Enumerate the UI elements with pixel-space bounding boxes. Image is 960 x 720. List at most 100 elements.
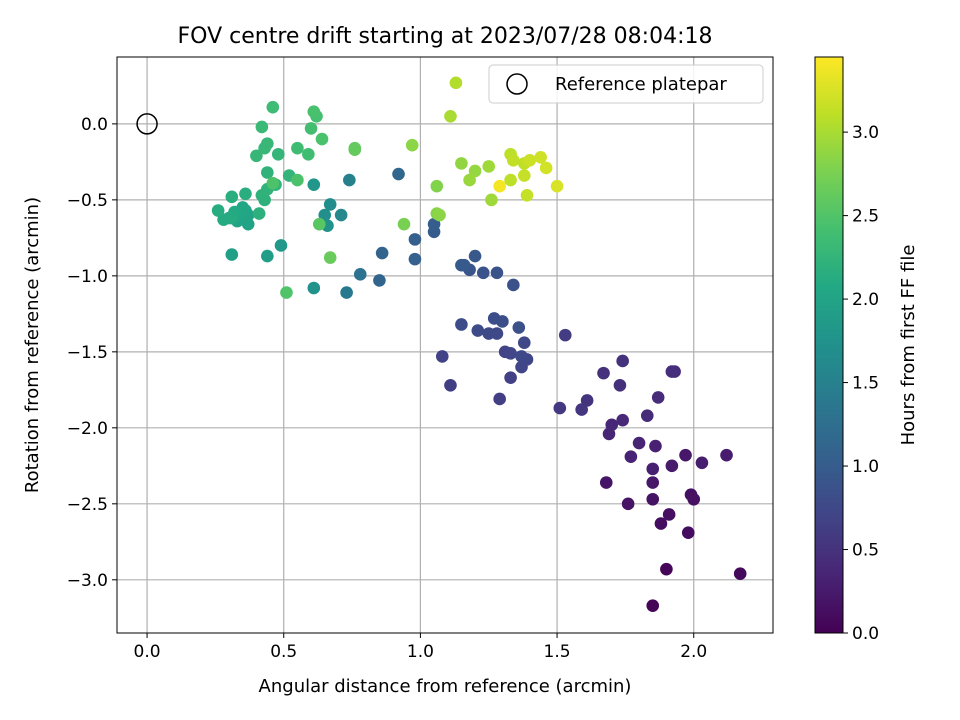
y-tick-label: −0.5 bbox=[67, 191, 108, 211]
scatter-point bbox=[323, 198, 337, 211]
scatter-point bbox=[397, 217, 411, 231]
scatter-point bbox=[307, 105, 321, 119]
scatter-point bbox=[427, 217, 441, 231]
colorbar-tick-label: 2.0 bbox=[852, 290, 879, 310]
scatter-point bbox=[482, 160, 496, 173]
scatter-point bbox=[408, 252, 422, 266]
y-tick-label: −2.5 bbox=[67, 495, 108, 515]
scatter-point bbox=[312, 217, 326, 231]
scatter-point bbox=[304, 122, 318, 135]
scatter-point bbox=[490, 266, 504, 280]
x-tick-label: 0.0 bbox=[134, 642, 161, 662]
scatter-point bbox=[241, 217, 255, 231]
plot-frame bbox=[116, 56, 774, 634]
scatter-point bbox=[534, 151, 547, 164]
scatter-point bbox=[616, 354, 629, 368]
x-axis-ticks: 0.0 0.5 1.0 1.5 2.0 bbox=[134, 633, 707, 662]
scatter-point bbox=[558, 328, 572, 342]
scatter-point bbox=[468, 164, 482, 178]
y-axis-label: Rotation from reference (arcmin) bbox=[22, 197, 43, 493]
scatter-point bbox=[539, 161, 553, 175]
scatter-point bbox=[553, 401, 567, 415]
scatter-point bbox=[485, 193, 498, 207]
scatter-point bbox=[430, 179, 444, 193]
scatter-point bbox=[302, 147, 315, 161]
scatter-point bbox=[375, 246, 389, 260]
x-tick-label: 2.0 bbox=[680, 642, 707, 662]
scatter-point bbox=[523, 154, 537, 167]
scatter-point bbox=[261, 137, 274, 150]
scatter-point bbox=[340, 286, 353, 299]
scatter-point bbox=[266, 100, 280, 114]
scatter-point bbox=[408, 233, 422, 246]
scatter-point bbox=[323, 251, 337, 264]
scatter-point bbox=[665, 459, 679, 473]
scatter-point bbox=[512, 321, 526, 334]
reference-marker bbox=[136, 113, 158, 135]
scatter-point bbox=[435, 350, 449, 363]
scatter-point bbox=[225, 248, 239, 261]
scatter-point bbox=[353, 268, 367, 281]
scatter-point bbox=[687, 492, 701, 506]
legend-entry-reference: Reference platepar bbox=[555, 74, 727, 95]
scatter-point bbox=[392, 167, 405, 181]
scatter-point bbox=[646, 462, 660, 476]
scatter-point bbox=[651, 391, 665, 404]
scatter-point bbox=[334, 208, 348, 222]
scatter-point bbox=[444, 109, 457, 123]
grid-lines bbox=[117, 57, 773, 633]
scatter-point bbox=[575, 403, 588, 416]
scatter-point bbox=[624, 450, 638, 464]
scatter-point bbox=[348, 143, 362, 157]
scatter-point bbox=[444, 378, 457, 392]
scatter-point bbox=[720, 448, 733, 462]
scatter-point bbox=[250, 149, 263, 163]
colorbar-tick-label: 2.5 bbox=[852, 207, 879, 227]
scatter-point bbox=[471, 324, 485, 337]
scatter-point bbox=[239, 187, 252, 201]
reference-platepar-marker bbox=[136, 113, 158, 135]
scatter-point bbox=[662, 508, 676, 521]
scatter-point bbox=[679, 448, 692, 462]
legend-box bbox=[488, 64, 764, 104]
scatter-point bbox=[482, 327, 496, 340]
colorbar-tick-label: 0.0 bbox=[852, 624, 879, 644]
scatter-point bbox=[654, 517, 668, 530]
scatter-point bbox=[632, 436, 646, 450]
colorbar: 0.0 0.5 1.0 1.5 2.0 2.5 3.0 Hours from first F… bbox=[814, 56, 919, 644]
scatter-point bbox=[266, 176, 280, 190]
scatter-point bbox=[605, 418, 619, 432]
scatter-point bbox=[646, 476, 660, 489]
x-tick-label: 1.5 bbox=[544, 642, 571, 662]
scatter-point bbox=[695, 456, 709, 470]
chart-title: FOV centre drift starting at 2023/07/28 … bbox=[178, 24, 713, 49]
scatter-point bbox=[373, 274, 386, 287]
scatter-point bbox=[599, 476, 613, 489]
scatter-point bbox=[261, 166, 274, 179]
colorbar-tick-label: 0.5 bbox=[852, 541, 879, 561]
scatter-point bbox=[646, 599, 660, 612]
scatter-point bbox=[318, 208, 332, 222]
scatter-point bbox=[291, 141, 304, 155]
scatter-point bbox=[211, 204, 225, 217]
x-tick-label: 0.5 bbox=[270, 642, 297, 662]
scatter-point bbox=[504, 347, 517, 360]
colorbar-tick-label: 3.0 bbox=[852, 123, 879, 143]
scatter-point bbox=[455, 318, 468, 331]
legend-hollow-circle-icon bbox=[506, 73, 528, 95]
scatter-point bbox=[261, 249, 274, 263]
scatter-point bbox=[315, 132, 329, 146]
colorbar-tick-label: 1.0 bbox=[852, 457, 879, 477]
y-tick-label: −1.0 bbox=[67, 267, 108, 287]
scatter-point bbox=[507, 154, 520, 167]
x-axis-label: Angular distance from reference (arcmin) bbox=[259, 676, 632, 697]
scatter-point bbox=[640, 409, 654, 422]
scatter-point bbox=[493, 179, 506, 193]
scatter-point bbox=[449, 76, 463, 90]
scatter-point bbox=[520, 189, 534, 202]
scatter-point bbox=[496, 315, 509, 328]
scatter-point bbox=[660, 562, 673, 576]
scatter-point bbox=[504, 371, 517, 384]
